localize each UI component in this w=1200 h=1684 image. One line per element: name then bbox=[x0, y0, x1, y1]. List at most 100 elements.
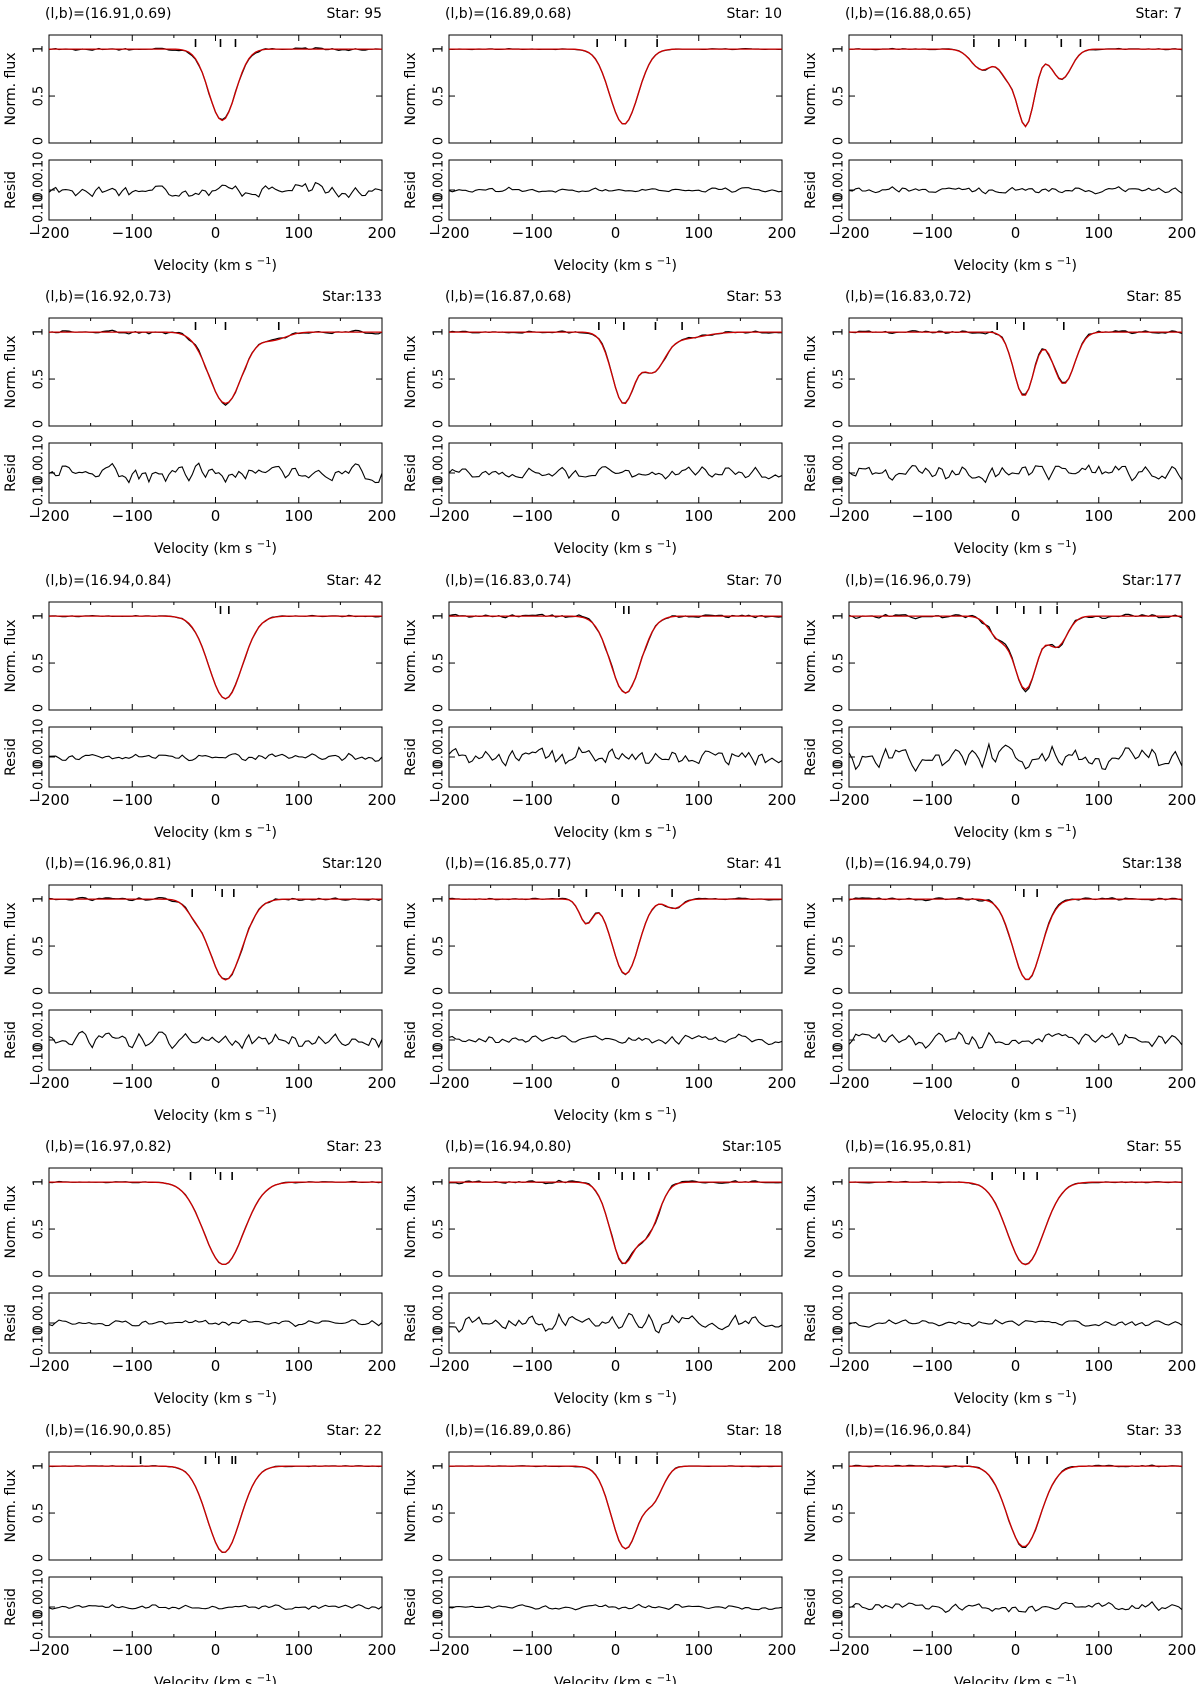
x-tick-label: 100 bbox=[684, 791, 713, 809]
observed-spectrum-line bbox=[48, 47, 383, 121]
x-tick-label: 200 bbox=[368, 1074, 397, 1092]
x-tick-label: −200 bbox=[828, 507, 869, 525]
model-fit-line bbox=[449, 331, 782, 405]
flux-frame bbox=[848, 34, 1183, 144]
resid-tick-label: −0.10 bbox=[832, 1611, 847, 1651]
spectrum-panel: (l,b)=(16.90,0.85) Star: 2200.51−0.100.00… bbox=[3, 1423, 396, 1684]
x-tick-label: 0 bbox=[211, 507, 221, 525]
panel-star-label: Star: 7 bbox=[1135, 6, 1182, 22]
resid-tick-label: 0.0 bbox=[32, 463, 47, 484]
flux-tick-label: 0.5 bbox=[32, 369, 47, 390]
flux-frame bbox=[48, 884, 383, 994]
flux-tick-label: 1 bbox=[432, 1178, 447, 1186]
observed-spectrum-line bbox=[448, 1465, 783, 1550]
x-tick-label: −100 bbox=[912, 224, 953, 242]
flux-tick-label: 1 bbox=[32, 45, 47, 53]
velocity-axis-label: Velocity (km s −1) bbox=[154, 1106, 277, 1124]
flux-tick-label: 0.5 bbox=[832, 936, 847, 957]
residual-line bbox=[48, 1604, 383, 1610]
x-tick-label: −200 bbox=[28, 1641, 69, 1659]
x-tick-label: 0 bbox=[611, 1357, 621, 1375]
residual-line bbox=[48, 1030, 383, 1050]
resid-tick-label: −0.10 bbox=[432, 1327, 447, 1367]
resid-axis-label: Resid bbox=[3, 738, 19, 776]
resid-tick-label: 0.10 bbox=[832, 1569, 847, 1598]
flux-tick-label: 1 bbox=[432, 45, 447, 53]
spectrum-panel: (l,b)=(16.94,0.84) Star: 4200.51−0.100.00… bbox=[3, 573, 396, 841]
residual-line bbox=[449, 1312, 783, 1334]
spectrum-panel: (l,b)=(16.89,0.86) Star: 1800.51−0.100.00… bbox=[403, 1423, 796, 1684]
x-tick-label: −100 bbox=[912, 1074, 953, 1092]
flux-tick-label: 0.5 bbox=[32, 936, 47, 957]
resid-axis-label: Resid bbox=[403, 1021, 419, 1059]
x-tick-label: 100 bbox=[684, 1357, 713, 1375]
model-fit-line bbox=[49, 48, 382, 122]
velocity-axis-label: Velocity (km s −1) bbox=[954, 539, 1077, 557]
spectrum-panel: (l,b)=(16.95,0.81) Star: 5500.51−0.100.00… bbox=[803, 1139, 1196, 1407]
flux-frame bbox=[48, 1167, 383, 1277]
x-tick-label: −200 bbox=[428, 224, 469, 242]
resid-tick-label: −0.10 bbox=[32, 1044, 47, 1084]
resid-tick-label: 0.0 bbox=[32, 1597, 47, 1618]
resid-tick-label: 0.10 bbox=[32, 1002, 47, 1031]
resid-axis-label: Resid bbox=[3, 1021, 19, 1059]
flux-tick-label: 1 bbox=[832, 1462, 847, 1470]
panel-star-label: Star: 33 bbox=[1127, 1423, 1182, 1439]
panel-coordinates: (l,b)=(16.95,0.81) bbox=[845, 1139, 972, 1155]
model-fit-line bbox=[849, 1465, 1182, 1548]
flux-axis-label: Norm. flux bbox=[803, 335, 819, 408]
x-tick-label: −100 bbox=[512, 1641, 553, 1659]
flux-axis-label: Norm. flux bbox=[403, 1185, 419, 1258]
x-tick-label: −100 bbox=[112, 507, 153, 525]
flux-axis-label: Norm. flux bbox=[3, 52, 19, 125]
resid-axis-label: Resid bbox=[803, 1588, 819, 1626]
resid-tick-label: −0.10 bbox=[32, 194, 47, 234]
panel-coordinates: (l,b)=(16.83,0.72) bbox=[845, 289, 972, 305]
resid-tick-label: 0.10 bbox=[832, 152, 847, 181]
observed-spectrum-line bbox=[448, 330, 783, 404]
x-tick-label: 0 bbox=[211, 1074, 221, 1092]
residual-line bbox=[48, 752, 383, 762]
residual-line bbox=[448, 1603, 783, 1611]
x-tick-label: 0 bbox=[1011, 1641, 1021, 1659]
x-tick-label: −100 bbox=[112, 791, 153, 809]
flux-tick-label: 0.5 bbox=[832, 1503, 847, 1524]
model-fit-line bbox=[449, 898, 782, 975]
panel-star-label: Star: 70 bbox=[727, 573, 782, 589]
residual-line bbox=[848, 1319, 1183, 1328]
resid-tick-label: −0.10 bbox=[832, 194, 847, 234]
observed-spectrum-line bbox=[848, 330, 1183, 395]
flux-frame bbox=[848, 601, 1183, 711]
panel-coordinates: (l,b)=(16.94,0.79) bbox=[845, 856, 972, 872]
x-tick-label: 200 bbox=[368, 507, 397, 525]
panel-star-label: Star:105 bbox=[722, 1139, 782, 1155]
spectrum-panel: (l,b)=(16.89,0.68) Star: 1000.51−0.100.00… bbox=[403, 6, 796, 274]
spectrum-panel: (l,b)=(16.85,0.77) Star: 4100.51−0.100.00… bbox=[403, 856, 796, 1124]
resid-tick-label: −0.10 bbox=[832, 1044, 847, 1084]
model-fit-line bbox=[449, 1465, 782, 1550]
velocity-axis-label: Velocity (km s −1) bbox=[154, 1389, 277, 1407]
flux-tick-label: 0 bbox=[832, 137, 847, 145]
x-tick-label: 100 bbox=[284, 507, 313, 525]
model-fit-line bbox=[849, 898, 1182, 980]
x-tick-label: −200 bbox=[28, 791, 69, 809]
panel-star-label: Star: 85 bbox=[1127, 289, 1182, 305]
panel-coordinates: (l,b)=(16.83,0.74) bbox=[445, 573, 572, 589]
flux-tick-label: 0 bbox=[832, 1270, 847, 1278]
resid-axis-label: Resid bbox=[403, 1588, 419, 1626]
model-fit-line bbox=[849, 1181, 1182, 1266]
panel-coordinates: (l,b)=(16.94,0.80) bbox=[445, 1139, 572, 1155]
residual-line bbox=[448, 746, 783, 767]
panel-star-label: Star:138 bbox=[1122, 856, 1182, 872]
x-tick-label: 200 bbox=[368, 224, 397, 242]
velocity-axis-label: Velocity (km s −1) bbox=[154, 823, 277, 841]
spectrum-panel: (l,b)=(16.96,0.84) Star: 3300.51−0.100.00… bbox=[803, 1423, 1196, 1684]
flux-tick-label: 0 bbox=[432, 704, 447, 712]
observed-spectrum-line bbox=[48, 1465, 383, 1554]
model-fit-line bbox=[49, 1465, 382, 1553]
resid-tick-label: 0.0 bbox=[832, 463, 847, 484]
resid-tick-label: −0.10 bbox=[432, 194, 447, 234]
spectrum-panel: (l,b)=(16.88,0.65) Star: 7 0 0.5 1 −0.100.00.… bbox=[803, 6, 1196, 274]
flux-tick-label: 0 bbox=[432, 137, 447, 145]
model-fit-line bbox=[49, 331, 382, 405]
